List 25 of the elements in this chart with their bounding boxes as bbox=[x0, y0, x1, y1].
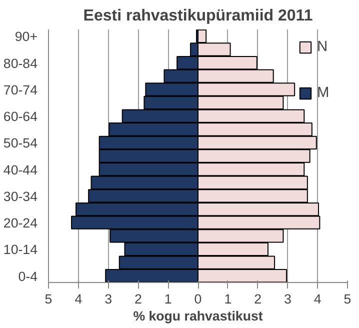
y-tick-label: 80-84 bbox=[3, 56, 38, 71]
y-tick-label: 10-14 bbox=[3, 242, 38, 258]
y-tick-label: 90+ bbox=[14, 29, 38, 44]
x-tick-label: 2 bbox=[134, 292, 142, 306]
x-tick-label: 5 bbox=[344, 292, 352, 306]
legend-label: M bbox=[317, 85, 330, 101]
x-tick-label: 4 bbox=[74, 292, 83, 306]
x-tick-label: 1 bbox=[164, 292, 172, 306]
x-tick-label: 3 bbox=[284, 292, 292, 306]
y-tick-label: 20-24 bbox=[3, 216, 38, 231]
y-tick-label: 50-54 bbox=[3, 136, 38, 151]
y-tick-label: 0-4 bbox=[18, 268, 38, 284]
y-tick-label: 60-64 bbox=[3, 109, 38, 124]
x-tick-label: 1 bbox=[224, 292, 232, 306]
y-tick-label: 70-74 bbox=[3, 82, 38, 98]
x-tick-label: 4 bbox=[314, 292, 322, 306]
legend-label: N bbox=[317, 39, 329, 55]
x-tick-label: 5 bbox=[44, 292, 52, 306]
chart-title: Eesti rahvastikupüramiid 2011 bbox=[83, 8, 313, 24]
x-axis-title: % kogu rahvastikust bbox=[133, 308, 264, 324]
y-tick-label: 30-34 bbox=[3, 188, 38, 204]
x-tick-label: 3 bbox=[104, 292, 112, 306]
x-tick-label: 2 bbox=[254, 292, 262, 306]
y-tick-label: 40-44 bbox=[3, 162, 38, 178]
x-tick-label: 0 bbox=[194, 292, 202, 306]
